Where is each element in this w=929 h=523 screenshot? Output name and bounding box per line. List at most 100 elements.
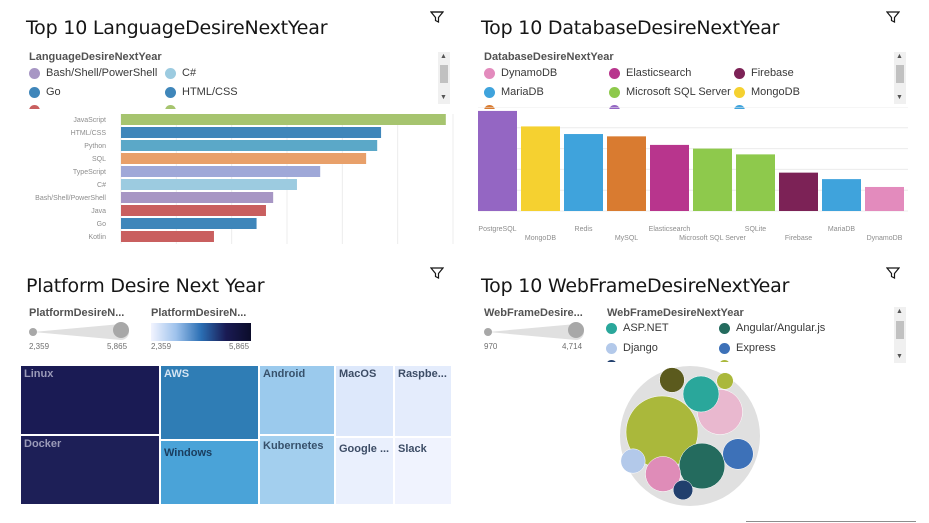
treemap-cell[interactable]: MacOS — [335, 365, 394, 437]
bottom-divider — [746, 521, 916, 522]
tick-label: HTML/CSS — [71, 130, 107, 137]
bar[interactable] — [121, 192, 274, 203]
bar[interactable] — [478, 110, 517, 211]
bar[interactable] — [121, 127, 382, 138]
bubble[interactable] — [678, 442, 726, 490]
legend-scrollbar[interactable]: ▲ ▼ — [438, 52, 450, 104]
legend-swatch — [29, 86, 40, 98]
legend-item[interactable]: MariaDB — [484, 86, 544, 98]
treemap-cell[interactable]: Linux — [20, 365, 160, 435]
bubble[interactable] — [682, 375, 720, 413]
tick-label: SQLite — [745, 226, 767, 233]
legend-item[interactable]: ASP.NET — [606, 322, 669, 334]
bar[interactable] — [865, 186, 904, 211]
bar[interactable] — [736, 154, 775, 211]
platform-treemap: Linux Docker AWS Windows Android Kuberne… — [20, 365, 452, 505]
legend-label: HTML/CSS — [182, 86, 238, 98]
scroll-down-icon[interactable]: ▼ — [440, 94, 447, 101]
bar[interactable] — [607, 136, 646, 211]
scroll-thumb[interactable] — [440, 65, 448, 83]
bar[interactable] — [121, 179, 297, 190]
legend-item[interactable]: Angular/Angular.js — [719, 322, 825, 334]
tick-label: SQL — [92, 156, 106, 163]
legend-item[interactable]: C# — [165, 67, 196, 79]
treemap-cell[interactable]: Slack — [394, 437, 452, 505]
database-bar-chart: PostgreSQL MongoDB Redis MySQL Elasticsearch… — [478, 107, 908, 242]
bar[interactable] — [650, 144, 689, 211]
bar[interactable] — [121, 140, 378, 151]
treemap-cell[interactable]: AWS — [160, 365, 259, 440]
bar[interactable] — [564, 134, 603, 211]
legend-swatch-partial — [165, 105, 176, 109]
bubble[interactable] — [672, 479, 694, 501]
treemap-label: MacOS — [339, 368, 377, 380]
filter-icon[interactable] — [430, 10, 444, 24]
size-legend-title: WebFrameDesire... — [484, 307, 583, 319]
treemap-cell[interactable]: Raspbe... — [394, 365, 452, 437]
treemap-cell[interactable]: Windows — [160, 440, 259, 505]
legend-swatch-partial — [606, 360, 617, 362]
legend-label: Angular/Angular.js — [736, 322, 826, 334]
bubble[interactable] — [620, 448, 646, 474]
bar[interactable] — [693, 148, 732, 211]
filter-icon[interactable] — [886, 10, 900, 24]
filter-icon[interactable] — [430, 266, 444, 280]
platform-panel: Platform Desire Next Year PlatformDesire… — [0, 258, 460, 523]
legend-label: ASP.NET — [623, 322, 669, 334]
bubble[interactable] — [722, 438, 754, 470]
bar[interactable] — [121, 166, 321, 177]
legend-label: Express — [736, 342, 776, 354]
bar[interactable] — [121, 153, 367, 164]
scroll-up-icon[interactable]: ▲ — [440, 53, 447, 60]
tick-label: MariaDB — [828, 226, 856, 233]
size-range-slider[interactable] — [27, 322, 131, 342]
legend-item[interactable]: Go — [29, 86, 61, 98]
language-panel-title: Top 10 LanguageDesireNextYear — [26, 17, 328, 39]
scroll-up-icon[interactable]: ▲ — [896, 53, 903, 60]
tick-label: Go — [97, 221, 106, 228]
filter-icon[interactable] — [886, 266, 900, 280]
scroll-up-icon[interactable]: ▲ — [896, 308, 903, 315]
treemap-label: Raspbe... — [398, 368, 447, 380]
legend-item[interactable]: Bash/Shell/PowerShell — [29, 67, 157, 79]
bubble[interactable] — [645, 456, 681, 492]
legend-scrollbar[interactable]: ▲ ▼ — [894, 52, 906, 104]
legend-item[interactable]: HTML/CSS — [165, 86, 238, 98]
legend-swatch — [29, 67, 40, 79]
bar[interactable] — [121, 205, 266, 216]
tick-label: Elasticsearch — [649, 226, 691, 233]
treemap-label: Docker — [24, 438, 62, 450]
treemap-cell[interactable]: Android — [259, 365, 335, 435]
bar[interactable] — [121, 231, 214, 242]
tick-label: JavaScript — [73, 117, 106, 124]
treemap-cell[interactable]: Google ... — [335, 437, 394, 505]
scroll-down-icon[interactable]: ▼ — [896, 353, 903, 360]
legend-item[interactable]: MongoDB — [734, 86, 800, 98]
size-range-slider[interactable] — [482, 322, 586, 342]
treemap-cell[interactable]: Kubernetes — [259, 435, 335, 505]
bar[interactable] — [121, 218, 257, 229]
bar[interactable] — [521, 126, 560, 211]
bubble[interactable] — [716, 372, 734, 390]
database-legend-title: DatabaseDesireNextYear — [484, 51, 614, 63]
bubble[interactable] — [659, 367, 685, 393]
scroll-thumb[interactable] — [896, 65, 904, 83]
bar[interactable] — [779, 172, 818, 211]
database-panel: Top 10 DatabaseDesireNextYear DatabaseDe… — [460, 0, 929, 255]
scroll-down-icon[interactable]: ▼ — [896, 94, 903, 101]
tick-label: TypeScript — [73, 169, 106, 176]
legend-item[interactable]: DynamoDB — [484, 67, 557, 79]
legend-item[interactable]: Express — [719, 342, 776, 354]
bar[interactable] — [121, 114, 446, 125]
bar[interactable] — [822, 179, 861, 211]
scroll-thumb[interactable] — [896, 321, 904, 339]
treemap-label: AWS — [164, 368, 190, 380]
legend-item[interactable]: Django — [606, 342, 658, 354]
legend-scrollbar[interactable]: ▲ ▼ — [894, 307, 906, 363]
legend-swatch — [609, 67, 620, 79]
tick-label: Kotlin — [88, 234, 106, 241]
legend-item[interactable]: Microsoft SQL Server — [609, 86, 731, 98]
legend-item[interactable]: Elasticsearch — [609, 67, 691, 79]
treemap-cell[interactable]: Docker — [20, 435, 160, 505]
legend-item[interactable]: Firebase — [734, 67, 794, 79]
